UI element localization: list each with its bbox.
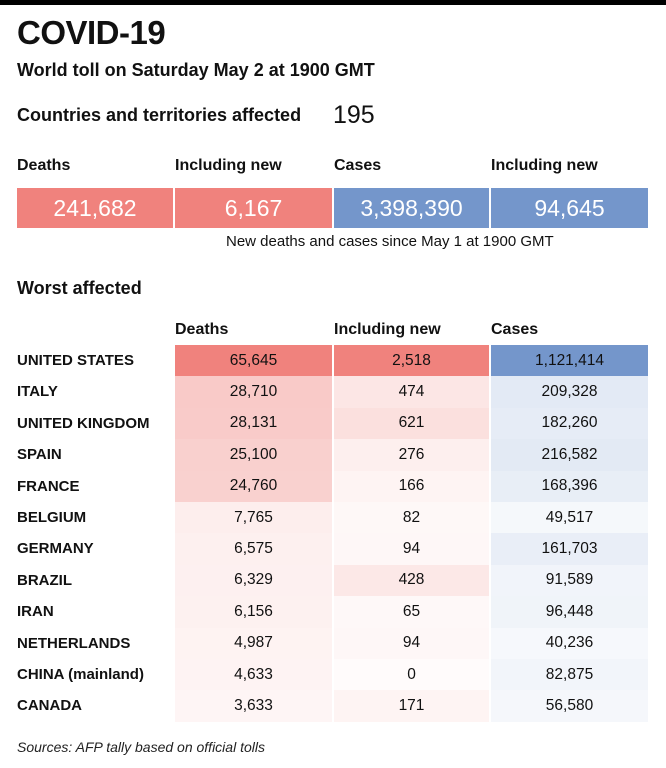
cell-deaths: 4,987 (175, 627, 332, 659)
country-name: GERMANY (17, 540, 94, 558)
countries-label: Countries and territories affected (17, 105, 302, 125)
cell-new: 94 (334, 627, 489, 659)
countries-value: 195 (333, 101, 375, 129)
cell-new: 474 (334, 376, 489, 408)
country-name: UNITED STATES (17, 352, 134, 369)
column-header-deaths: Deaths (175, 321, 229, 338)
cell-deaths: 28,710 (175, 376, 332, 408)
summary-cases-box: 3,398,390 (334, 188, 489, 228)
cell-new: 621 (334, 407, 489, 440)
cell-new: 166 (334, 470, 489, 502)
table-row: FRANCE 24,760 166 168,396 (0, 470, 666, 502)
cell-new: 276 (334, 439, 489, 471)
country-name: CANADA (17, 697, 82, 715)
cell-cases: 1,121,414 (491, 345, 648, 377)
table-row: ITALY 28,710 474 209,328 (0, 376, 666, 408)
country-name: FRANCE (17, 477, 80, 495)
cell-new: 82 (334, 502, 489, 534)
table-row: CHINA (mainland) 4,633 0 82,875 (0, 659, 666, 691)
cell-cases: 168,396 (491, 470, 648, 502)
summary-header-new-deaths: Including new (175, 157, 282, 174)
cell-cases: 96,448 (491, 596, 648, 628)
country-name: BELGIUM (17, 509, 87, 526)
summary-deaths-box: 241,682 (17, 188, 173, 228)
table-row: UNITED STATES 65,645 2,518 1,121,414 (0, 345, 666, 377)
subtitle: World toll on Saturday May 2 at 1900 GMT (17, 60, 375, 80)
cell-deaths: 3,633 (175, 690, 332, 722)
cell-new: 94 (334, 533, 489, 565)
cell-cases: 56,580 (491, 690, 648, 722)
cell-cases: 82,875 (491, 659, 648, 691)
table-row: NETHERLANDS 4,987 94 40,236 (0, 627, 666, 659)
country-name: NETHERLANDS (17, 634, 131, 652)
cell-deaths: 4,633 (175, 659, 332, 691)
cell-new: 65 (334, 596, 489, 628)
cell-deaths: 6,156 (175, 596, 332, 628)
cell-deaths: 6,575 (175, 533, 332, 565)
cell-cases: 209,328 (491, 376, 648, 408)
table-row: SPAIN 25,100 276 216,582 (0, 439, 666, 471)
cell-deaths: 24,760 (175, 470, 332, 502)
source-note: Sources: AFP tally based on official tol… (17, 739, 265, 755)
cell-cases: 91,589 (491, 564, 648, 597)
cell-cases: 161,703 (491, 533, 648, 565)
summary-header-cases: Cases (334, 157, 382, 174)
cell-new: 0 (334, 659, 489, 691)
cell-deaths: 28,131 (175, 407, 332, 440)
country-name: IRAN (17, 603, 54, 621)
summary-note: New deaths and cases since May 1 at 1900… (226, 233, 554, 250)
table-title: Worst affected (17, 278, 142, 298)
column-header-new-deaths: Including new (334, 321, 441, 338)
cell-new: 428 (334, 564, 489, 597)
cell-new: 171 (334, 690, 489, 722)
country-name: ITALY (17, 383, 58, 401)
summary-new-cases-box: 94,645 (491, 188, 648, 228)
cell-deaths: 6,329 (175, 564, 332, 597)
summary-new-deaths-box: 6,167 (175, 188, 332, 228)
country-name: UNITED KINGDOM (17, 414, 150, 432)
summary-header-deaths: Deaths (17, 157, 71, 174)
cell-deaths: 25,100 (175, 439, 332, 471)
cell-cases: 216,582 (491, 439, 648, 471)
country-name: SPAIN (17, 446, 62, 464)
top-rule (0, 0, 666, 5)
country-name: BRAZIL (17, 571, 72, 589)
cell-new: 2,518 (334, 345, 489, 377)
column-header-cases: Cases (491, 321, 539, 338)
table-row: BELGIUM 7,765 82 49,517 (0, 502, 666, 534)
table-row: BRAZIL 6,329 428 91,589 (0, 564, 666, 597)
table-row: CANADA 3,633 171 56,580 (0, 690, 666, 722)
cell-deaths: 65,645 (175, 345, 332, 377)
summary-header-new-cases: Including new (491, 157, 598, 174)
cell-cases: 49,517 (491, 502, 648, 534)
table-row: IRAN 6,156 65 96,448 (0, 596, 666, 628)
country-name: CHINA (mainland) (17, 666, 144, 683)
table-row: GERMANY 6,575 94 161,703 (0, 533, 666, 565)
cell-deaths: 7,765 (175, 502, 332, 534)
cell-cases: 182,260 (491, 407, 648, 440)
table-row: UNITED KINGDOM 28,131 621 182,260 (0, 407, 666, 440)
cell-cases: 40,236 (491, 627, 648, 659)
page-title: COVID-19 (17, 14, 166, 51)
